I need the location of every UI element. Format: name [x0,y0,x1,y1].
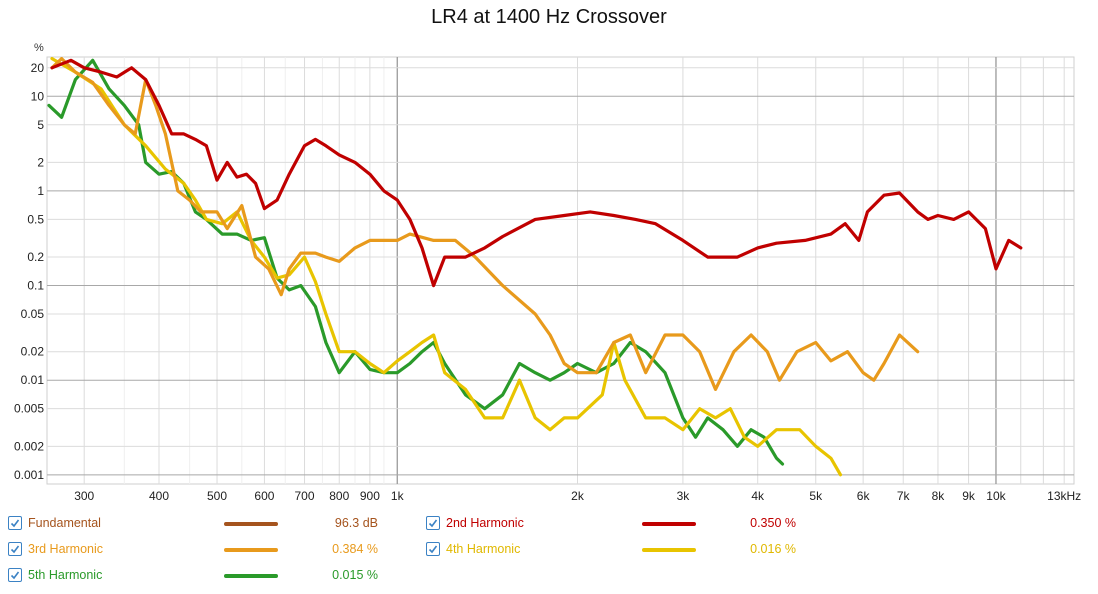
legend-checkbox[interactable] [8,568,22,582]
checkmark-icon [428,545,438,554]
checkmark-icon [10,571,20,580]
y-tick-label: 1 [37,184,44,198]
x-tick-label: 6k [857,489,871,503]
legend-value: 0.015 % [332,568,378,582]
x-tick-label: 3k [677,489,691,503]
y-axis-label: % [34,42,44,54]
x-tick-label: 800 [329,489,349,503]
grid [46,56,1075,485]
legend-value: 0.016 % [750,542,796,556]
y-tick-label: 0.002 [14,439,44,453]
y-tick-label: 0.01 [21,373,45,387]
x-tick-label: 1k [391,489,405,503]
legend-label: Fundamental [28,516,101,530]
legend-swatch [642,522,696,526]
legend-item-2nd-harmonic: 2nd Harmonic 0.350 % [426,516,806,536]
y-tick-label: 0.05 [21,307,45,321]
x-tick-label: 5k [809,489,823,503]
legend-swatch [224,574,278,578]
y-tick-label: 20 [31,61,45,75]
series-line-3rd-harmonic [50,57,920,391]
legend-label: 5th Harmonic [28,568,103,582]
y-tick-label: 0.2 [27,250,44,264]
y-tick-label: 0.005 [14,402,44,416]
y-tick-label: 0.02 [21,345,45,359]
x-tick-label: 13kHz [1047,489,1081,503]
legend-swatch [224,548,278,552]
x-tick-label: 2k [571,489,585,503]
chart-title: LR4 at 1400 Hz Crossover [431,6,667,28]
legend-item-3rd-harmonic: 3rd Harmonic 0.384 % [8,542,388,562]
x-tick-label: 700 [295,489,315,503]
legend-label: 3rd Harmonic [28,542,104,556]
x-tick-label: 9k [962,489,976,503]
legend-swatch [642,548,696,552]
y-tick-label: 0.1 [27,279,44,293]
x-tick-label: 400 [149,489,169,503]
x-tick-label: 10k [986,489,1006,503]
series-line-4th-harmonic [50,57,843,477]
checkmark-icon [428,519,438,528]
series-lines [47,57,1023,477]
checkmark-icon [10,545,20,554]
legend-value: 0.350 % [750,516,796,530]
legend-item-fundamental: Fundamental 96.3 dB [8,516,388,536]
legend-checkbox[interactable] [8,542,22,556]
series-line-2nd-harmonic [50,58,1023,288]
legend-checkbox[interactable] [8,516,22,530]
legend-checkbox[interactable] [426,542,440,556]
legend-value: 0.384 % [332,542,378,556]
y-tick-label: 0.001 [14,468,44,482]
checkmark-icon [10,519,20,528]
legend-label: 4th Harmonic [446,542,521,556]
y-tick-label: 5 [37,118,44,132]
legend-checkbox[interactable] [426,516,440,530]
plot-area: 300 400 500 600 700 800 900 1k 2k 3k 4k 5k 6k 7k 8k 9k 1… [14,42,1081,503]
tick-labels: 300 400 500 600 700 800 900 1k 2k 3k 4k 5k 6k 7k 8k 9k 1… [14,61,1081,503]
legend-label: 2nd Harmonic [446,516,524,530]
legend-item-5th-harmonic: 5th Harmonic 0.015 % [8,568,388,588]
legend-item-4th-harmonic: 4th Harmonic 0.016 % [426,542,806,562]
y-tick-label: 0.5 [27,212,44,226]
x-tick-label: 300 [74,489,94,503]
y-tick-label: 10 [31,89,45,103]
legend-swatch [224,522,278,526]
x-tick-label: 7k [897,489,911,503]
x-tick-label: 4k [751,489,765,503]
x-tick-label: 900 [360,489,380,503]
y-tick-label: 2 [37,155,44,169]
legend-value: 96.3 dB [334,516,378,530]
x-tick-label: 500 [207,489,227,503]
x-tick-label: 600 [254,489,274,503]
x-tick-label: 8k [932,489,946,503]
